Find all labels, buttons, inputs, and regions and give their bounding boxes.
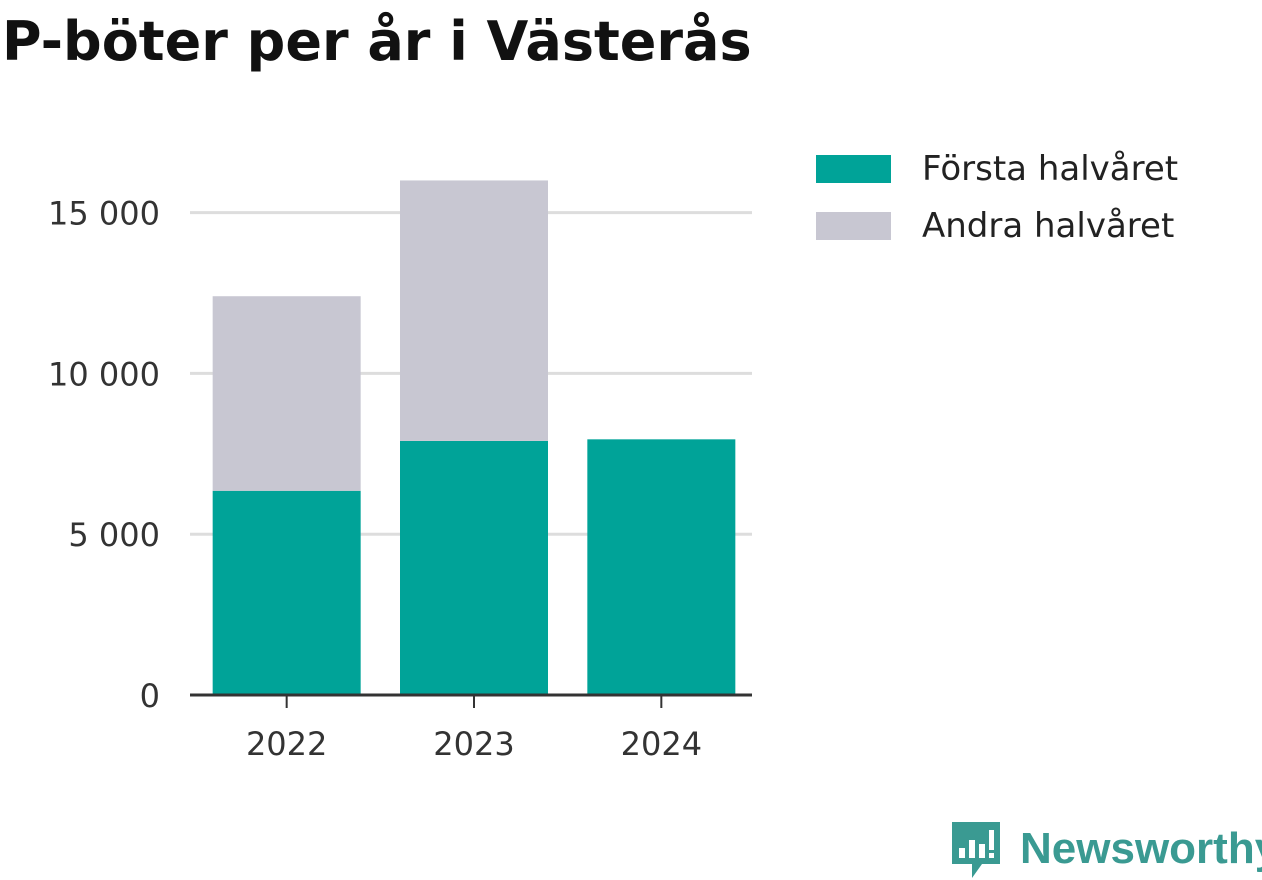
x-tick-label: 2023 — [433, 725, 514, 763]
legend-swatch-forsta — [816, 154, 891, 183]
legend: Första halvåret Andra halvåret — [816, 140, 1178, 254]
legend-item-forsta: Första halvåret — [816, 140, 1178, 197]
legend-item-andra: Andra halvåret — [816, 197, 1178, 254]
chart-title: P-böter per år i Västerås — [2, 10, 752, 73]
bars — [212, 180, 736, 695]
newsworthy-logo-icon — [952, 822, 1000, 878]
brand-logo: Newsworthy — [950, 818, 1262, 880]
y-tick-label: 5 000 — [68, 516, 160, 554]
legend-label-forsta: Första halvåret — [922, 148, 1179, 189]
axes: 0 5 000 10 000 15 000 2022 2023 2024 — [48, 195, 752, 763]
legend-swatch-andra — [816, 211, 891, 240]
y-tick-label: 0 — [140, 677, 160, 715]
bar-2024-series-0 — [587, 439, 736, 695]
bar-2022-series-1 — [212, 296, 361, 491]
y-tick-label: 10 000 — [48, 355, 160, 393]
brand-name: Newsworthy — [1020, 824, 1262, 873]
legend-label-andra: Andra halvåret — [922, 205, 1175, 246]
bar-2022-series-0 — [212, 490, 361, 695]
bar-2023-series-0 — [400, 440, 548, 695]
x-tick-label: 2024 — [621, 725, 702, 763]
x-tick-label: 2022 — [246, 725, 327, 763]
y-tick-label: 15 000 — [48, 195, 160, 233]
bar-2023-series-1 — [400, 180, 548, 441]
